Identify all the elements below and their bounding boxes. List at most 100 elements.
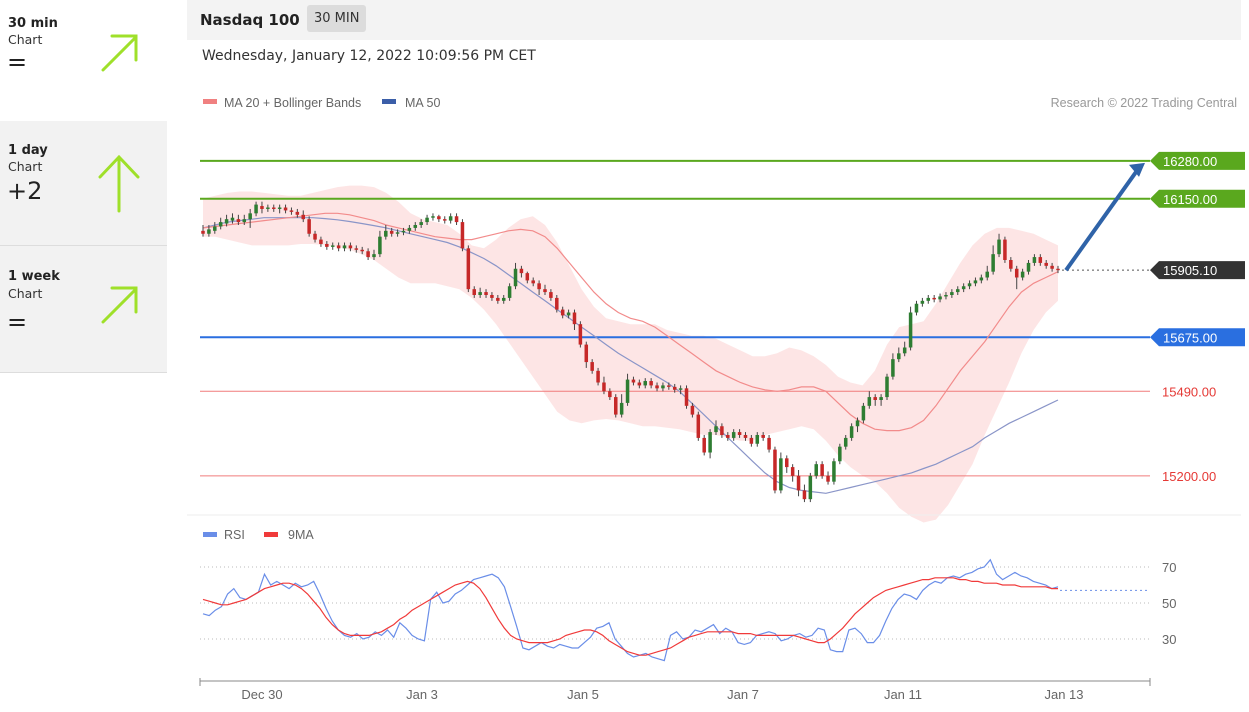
candle-up: [330, 245, 335, 247]
candle-down: [295, 211, 300, 215]
candle-down: [549, 292, 553, 298]
candle-up: [908, 312, 913, 348]
timeframe-card-30min[interactable]: 30 min Chart =: [0, 16, 167, 104]
candle-up: [501, 297, 506, 301]
candle-down: [578, 324, 583, 345]
candle-down: [490, 295, 494, 298]
candle-up: [224, 219, 229, 224]
candle-up: [885, 376, 889, 398]
candle-up: [513, 268, 518, 287]
candle-down: [602, 382, 606, 392]
candle-up: [708, 432, 712, 453]
chart-header: Nasdaq 100 30 MIN: [187, 0, 1241, 40]
candle-down: [348, 245, 353, 249]
candle-down: [737, 432, 742, 435]
candle-up: [625, 379, 630, 403]
candle-down: [336, 245, 341, 249]
candle-down: [743, 435, 748, 438]
candle-up: [997, 239, 1001, 255]
candle-up: [1032, 257, 1037, 263]
candle-down: [690, 405, 695, 415]
candle-down: [525, 273, 530, 281]
candle-down: [437, 216, 441, 220]
candle-down: [1050, 265, 1054, 269]
candle-up: [855, 420, 860, 427]
candle-down: [272, 207, 276, 209]
level-label-resistance: 16280.00: [1163, 154, 1217, 169]
candle-down: [932, 297, 936, 300]
candle-down: [472, 289, 476, 295]
candle-down: [389, 230, 394, 234]
candle-up: [378, 236, 382, 255]
candle-down: [873, 397, 877, 400]
candle-up: [384, 230, 388, 237]
level-tag-pivot: [1150, 328, 1245, 347]
timeframe-sidebar: 30 min Chart = 1 day Chart +2 1 week Cha…: [0, 0, 167, 373]
rsi-tick-label: 30: [1162, 632, 1176, 647]
instrument-title: Nasdaq 100: [200, 11, 300, 29]
candle-up: [779, 458, 783, 491]
time-tick-label: Jan 7: [727, 687, 759, 702]
level-label-pivot: 15675.00: [1163, 330, 1217, 345]
candle-up: [1020, 271, 1025, 278]
candle-down: [531, 280, 535, 284]
candle-down: [590, 362, 594, 371]
timeframe-score: =: [7, 48, 28, 76]
candle-down: [307, 219, 311, 234]
candles: [201, 201, 1060, 503]
candle-up: [431, 216, 435, 218]
candle-down: [519, 268, 524, 274]
candle-down: [313, 233, 317, 240]
candle-up: [944, 295, 948, 297]
timeframe-label: 1 day: [8, 143, 48, 158]
candle-down: [1056, 268, 1060, 271]
candle-down: [484, 292, 488, 295]
candle-up: [867, 397, 872, 406]
level-label-support: 15490.00: [1162, 384, 1216, 399]
candle-up: [926, 297, 931, 301]
candle-up: [413, 225, 418, 228]
time-axis: Dec 30 Jan 3 Jan 5 Jan 7 Jan 11 Jan 13: [199, 678, 1151, 702]
candle-down: [761, 435, 765, 438]
candle-down: [366, 251, 370, 258]
up-right-arrow-icon: [101, 34, 138, 72]
candle-down: [596, 370, 600, 383]
legend-label-9ma: 9MA: [288, 528, 314, 542]
candle-down: [672, 386, 677, 390]
candle-down: [289, 210, 294, 212]
candle-down: [460, 222, 465, 249]
candle-down: [466, 248, 471, 290]
candle-up: [218, 222, 223, 227]
candle-up: [1026, 262, 1031, 272]
candle-down: [684, 388, 689, 406]
candle-up: [938, 296, 942, 300]
candle-down: [649, 381, 653, 386]
candle-up: [230, 217, 235, 221]
candle-down: [584, 344, 589, 363]
timeframe-card-1week[interactable]: 1 week Chart =: [0, 246, 167, 372]
candle-down: [496, 297, 500, 301]
candle-up: [254, 204, 258, 214]
candle-up: [967, 283, 972, 287]
price-legend: MA 20 + Bollinger Bands MA 50: [203, 96, 440, 110]
timeframe-badge[interactable]: 30 MIN: [307, 5, 367, 32]
level-label-support: 15200.00: [1162, 469, 1216, 484]
candle-up: [843, 437, 848, 447]
candle-up: [714, 426, 718, 433]
candle-up: [961, 286, 966, 290]
candle-down: [283, 207, 288, 211]
candle-down: [785, 458, 789, 468]
candle-down: [1044, 262, 1048, 266]
timeframe-card-1day[interactable]: 1 day Chart +2: [0, 121, 167, 245]
candle-up: [973, 280, 978, 284]
candle-down: [826, 475, 830, 482]
time-tick-label: Dec 30: [241, 687, 282, 702]
candle-down: [555, 297, 559, 310]
candle-down: [560, 309, 565, 316]
level-label-last: 15905.10: [1163, 263, 1217, 278]
candle-up: [566, 312, 571, 316]
candle-down: [802, 490, 807, 500]
candle-down: [443, 219, 447, 221]
